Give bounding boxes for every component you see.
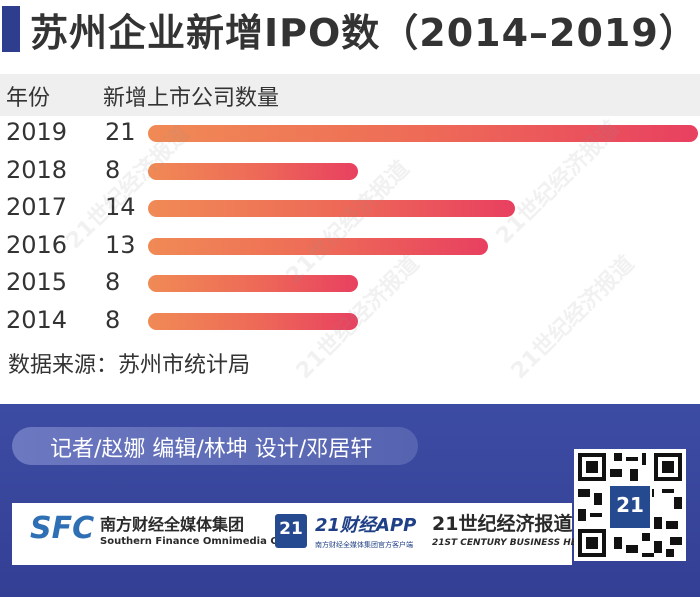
year-label: 2015	[6, 268, 68, 296]
value-label: 8	[105, 155, 121, 184]
value-label: 13	[105, 230, 136, 259]
value-label: 8	[105, 305, 121, 334]
bar	[148, 237, 489, 255]
value-label: 21	[105, 118, 136, 146]
title-accent-bar	[2, 6, 20, 52]
bar-row: 2016 13	[0, 229, 700, 265]
year-label: 2017	[6, 193, 68, 221]
bar-row: 2018 8	[0, 154, 700, 190]
logo-strip: SFC 南方财经全媒体集团 Southern Finance Omnimedia…	[12, 503, 604, 565]
herald-name-cn: 21世纪经济报道	[432, 513, 573, 535]
bar-row: 2015 8	[0, 266, 700, 302]
sfc-name-cn: 南方财经全媒体集团	[100, 515, 245, 534]
footer: 记者/赵娜 编辑/林坤 设计/邓居轩 SFC 南方财经全媒体集团 Souther…	[0, 404, 700, 597]
bar	[148, 125, 698, 142]
year-label: 2016	[6, 230, 68, 259]
header-year: 年份	[6, 86, 51, 111]
bar	[148, 312, 358, 330]
qr-center-badge-icon: 21	[608, 484, 652, 530]
value-label: 14	[105, 193, 136, 221]
title-bar: 苏州企业新增IPO数（2014–2019）	[0, 0, 700, 66]
herald-name-en: 21ST CENTURY BUSINESS HERALD	[432, 538, 605, 548]
bar	[148, 200, 515, 217]
page-title: 苏州企业新增IPO数（2014–2019）	[30, 11, 698, 55]
year-label: 2018	[6, 155, 68, 184]
app-badge-icon: 21	[275, 514, 307, 548]
year-label: 2019	[6, 118, 68, 146]
credits-pill: 记者/赵娜 编辑/林坤 设计/邓居轩	[12, 427, 418, 465]
bar-row: 2019 21	[0, 116, 700, 152]
year-label: 2014	[6, 305, 68, 334]
bar	[148, 162, 358, 180]
header-count: 新增上市公司数量	[103, 86, 280, 111]
credits: 记者/赵娜 编辑/林坤 设计/邓居轩	[50, 437, 373, 462]
bar-row: 2017 14	[0, 191, 700, 227]
table-header: 年份 新增上市公司数量	[0, 74, 700, 116]
app-subtitle: 南方财经全媒体集团官方客户端	[315, 541, 413, 549]
sfc-name-en: Southern Finance Omnimedia Corp.	[100, 536, 301, 547]
bar-row: 2014 8	[0, 304, 700, 340]
bar	[148, 275, 358, 292]
data-source: 数据来源：苏州市统计局	[8, 353, 251, 378]
app-name: 21财经APP	[315, 515, 417, 536]
sfc-logo: SFC	[30, 511, 95, 546]
value-label: 8	[105, 268, 121, 296]
